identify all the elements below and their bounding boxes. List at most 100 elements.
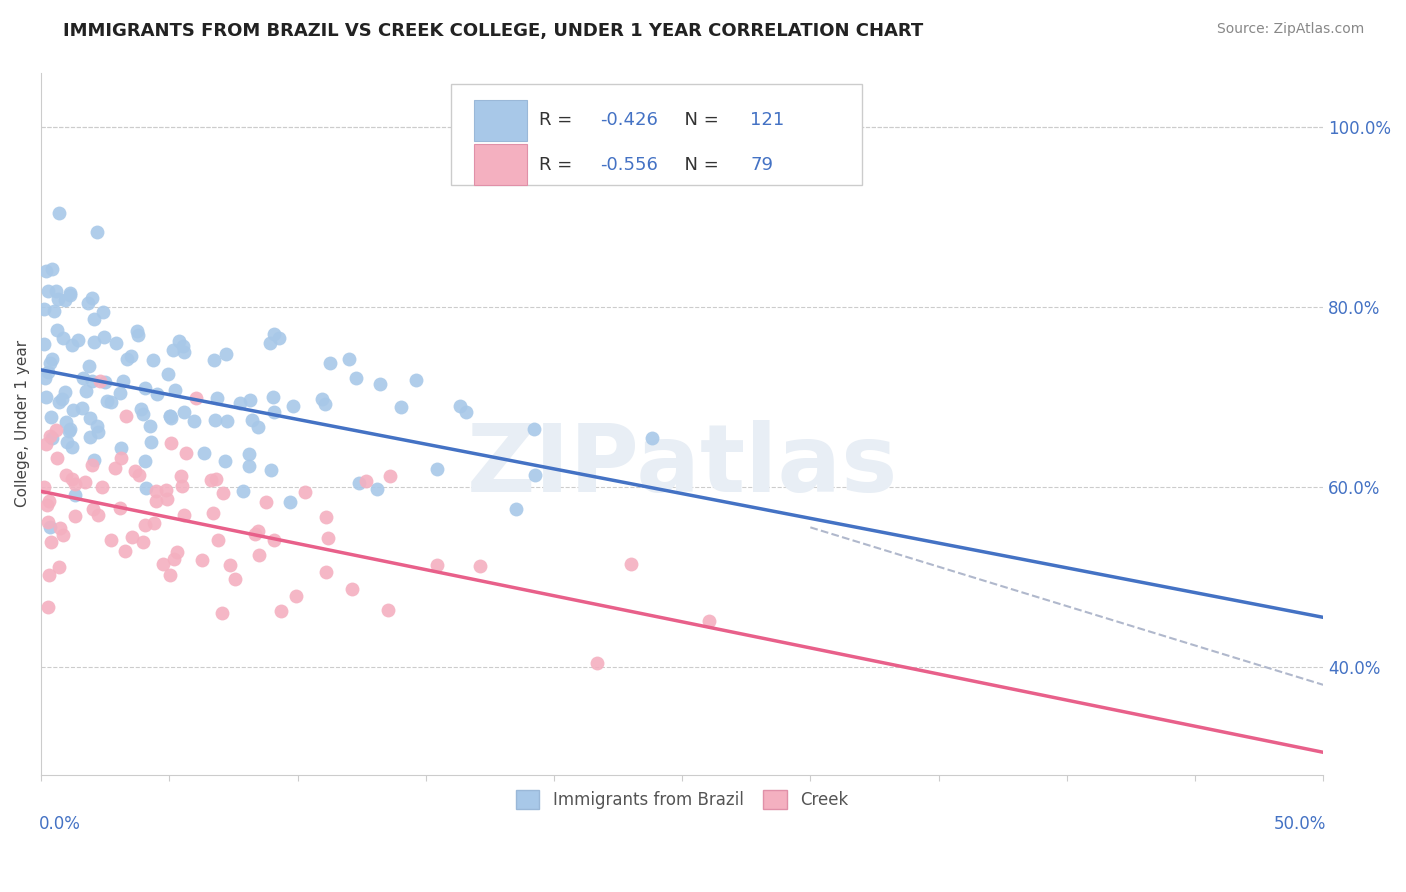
Point — [426, 462, 449, 476]
Point — [319, 356, 342, 370]
Point — [246, 420, 269, 434]
Point — [160, 436, 183, 450]
Point — [193, 446, 215, 460]
Point — [146, 387, 169, 401]
Point — [104, 460, 127, 475]
Point — [315, 510, 337, 524]
Point — [90, 480, 112, 494]
Point — [37, 515, 59, 529]
Point — [73, 475, 96, 490]
Point — [38, 568, 60, 582]
Point — [82, 374, 104, 388]
Text: R =: R = — [538, 112, 578, 129]
Point — [41, 262, 63, 277]
Point — [254, 495, 277, 509]
Point — [53, 384, 76, 399]
Point — [426, 558, 449, 573]
Point — [48, 560, 70, 574]
Point — [35, 264, 58, 278]
Point — [44, 304, 66, 318]
Text: 50.0%: 50.0% — [1274, 815, 1326, 833]
Point — [96, 393, 118, 408]
Point — [53, 293, 76, 307]
Point — [100, 395, 122, 409]
Point — [167, 334, 190, 349]
Point — [110, 441, 132, 455]
Point — [173, 404, 195, 418]
Point — [347, 475, 370, 490]
Point — [699, 614, 721, 628]
Point — [60, 440, 83, 454]
Point — [94, 375, 117, 389]
Point — [278, 495, 301, 509]
Point — [121, 531, 143, 545]
Point — [65, 477, 87, 491]
Text: 79: 79 — [749, 156, 773, 174]
Point — [83, 312, 105, 326]
Point — [60, 338, 83, 352]
Point — [76, 296, 98, 310]
Point — [173, 345, 195, 359]
Point — [37, 285, 59, 299]
Point — [184, 391, 207, 405]
Point — [115, 351, 138, 366]
Point — [127, 327, 149, 342]
Point — [79, 410, 101, 425]
Point — [91, 305, 114, 319]
Point — [215, 414, 238, 428]
Point — [523, 422, 546, 436]
Point — [45, 285, 67, 299]
Point — [377, 603, 399, 617]
Point — [200, 473, 222, 487]
Point — [114, 543, 136, 558]
Point — [190, 553, 212, 567]
Point — [65, 509, 87, 524]
Point — [204, 413, 226, 427]
Point — [41, 431, 63, 445]
Text: -0.556: -0.556 — [600, 156, 658, 174]
Point — [58, 424, 80, 438]
Point — [108, 386, 131, 401]
Point — [505, 501, 527, 516]
Point — [132, 534, 155, 549]
Point — [104, 335, 127, 350]
Point — [224, 572, 246, 586]
Point — [32, 337, 55, 351]
Point — [354, 474, 377, 488]
Point — [262, 390, 284, 404]
Point — [72, 370, 94, 384]
Text: 121: 121 — [749, 112, 785, 129]
Point — [134, 454, 156, 468]
Point — [32, 301, 55, 316]
Point — [132, 407, 155, 421]
Point — [284, 589, 307, 603]
Point — [35, 498, 58, 512]
Point — [183, 414, 205, 428]
Point — [340, 582, 363, 596]
Point — [641, 431, 664, 445]
Point — [260, 463, 283, 477]
Point — [48, 521, 70, 535]
Point — [108, 501, 131, 516]
Point — [87, 425, 110, 439]
Point — [128, 467, 150, 482]
Point — [135, 481, 157, 495]
Point — [243, 526, 266, 541]
Point — [82, 291, 104, 305]
Point — [344, 370, 367, 384]
Point — [83, 335, 105, 350]
Point — [79, 359, 101, 373]
Point — [173, 508, 195, 522]
Point — [214, 454, 236, 468]
Point — [48, 292, 70, 306]
Point — [294, 485, 316, 500]
Point — [211, 606, 233, 620]
Point — [141, 434, 163, 449]
Text: N =: N = — [673, 156, 724, 174]
Point — [170, 469, 193, 483]
Point — [145, 483, 167, 498]
Point — [134, 380, 156, 394]
Point — [314, 397, 336, 411]
Point — [263, 326, 285, 341]
Point — [159, 409, 181, 424]
